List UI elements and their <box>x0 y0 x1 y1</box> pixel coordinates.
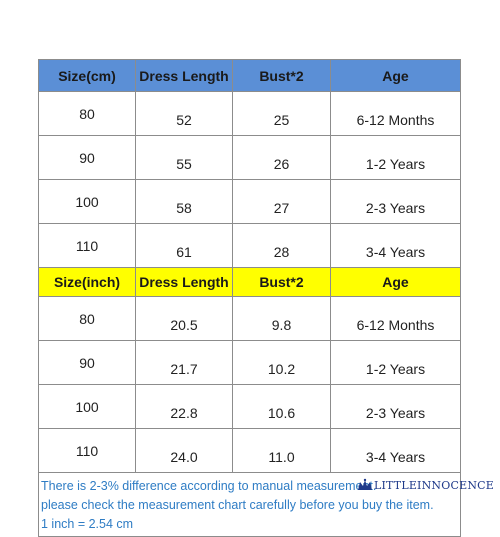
header-size-cm: Size(cm) <box>38 59 136 92</box>
dress-length-cell: 21.7 <box>135 340 233 385</box>
bust-cell: 10.6 <box>232 384 331 429</box>
table-row: 80 52 25 6-12 Months <box>38 91 461 136</box>
dress-length-cell: 58 <box>135 179 233 224</box>
bust-cell: 11.0 <box>232 428 331 473</box>
dress-length-cell: 52 <box>135 91 233 136</box>
dress-length-cell: 24.0 <box>135 428 233 473</box>
note-check-chart: please check the measurement chart caref… <box>41 498 434 512</box>
dress-length-cell: 20.5 <box>135 296 233 341</box>
bust-cell: 10.2 <box>232 340 331 385</box>
bust-cell: 27 <box>232 179 331 224</box>
table-row: 100 22.8 10.6 2-3 Years <box>38 384 461 429</box>
age-cell: 2-3 Years <box>330 179 461 224</box>
table-row: 80 20.5 9.8 6-12 Months <box>38 296 461 341</box>
age-cell: 1-2 Years <box>330 340 461 385</box>
size-chart-table: Size(cm) Dress Length Bust*2 Age 80 52 2… <box>38 59 461 537</box>
header-bust: Bust*2 <box>232 267 331 297</box>
table-row: 110 61 28 3-4 Years <box>38 223 461 268</box>
header-age: Age <box>330 267 461 297</box>
age-cell: 3-4 Years <box>330 428 461 473</box>
note-difference: There is 2-3% difference according to ma… <box>41 479 377 493</box>
size-cell: 90 <box>38 135 136 180</box>
age-cell: 3-4 Years <box>330 223 461 268</box>
age-cell: 2-3 Years <box>330 384 461 429</box>
brand-name: LITTLEINNOCENCE <box>374 478 494 492</box>
header-age: Age <box>330 59 461 92</box>
header-bust: Bust*2 <box>232 59 331 92</box>
cm-header-row: Size(cm) Dress Length Bust*2 Age <box>38 59 461 92</box>
header-dress-length: Dress Length <box>135 59 233 92</box>
table-row: 90 55 26 1-2 Years <box>38 135 461 180</box>
note-conversion: 1 inch = 2.54 cm <box>41 517 134 531</box>
size-cell: 90 <box>38 340 136 385</box>
inch-header-row: Size(inch) Dress Length Bust*2 Age <box>38 267 461 297</box>
size-cell: 100 <box>38 384 136 429</box>
size-cell: 110 <box>38 223 136 268</box>
header-dress-length: Dress Length <box>135 267 233 297</box>
size-cell: 110 <box>38 428 136 473</box>
bust-cell: 9.8 <box>232 296 331 341</box>
dress-length-cell: 22.8 <box>135 384 233 429</box>
table-row: 110 24.0 11.0 3-4 Years <box>38 428 461 473</box>
size-cell: 80 <box>38 91 136 136</box>
age-cell: 1-2 Years <box>330 135 461 180</box>
bust-cell: 28 <box>232 223 331 268</box>
size-cell: 80 <box>38 296 136 341</box>
bust-cell: 26 <box>232 135 331 180</box>
age-cell: 6-12 Months <box>330 296 461 341</box>
table-row: 90 21.7 10.2 1-2 Years <box>38 340 461 385</box>
table-row: 100 58 27 2-3 Years <box>38 179 461 224</box>
age-cell: 6-12 Months <box>330 91 461 136</box>
crown-logo-icon <box>358 478 372 490</box>
dress-length-cell: 61 <box>135 223 233 268</box>
bust-cell: 25 <box>232 91 331 136</box>
size-cell: 100 <box>38 179 136 224</box>
brand-watermark: LITTLEINNOCENCE <box>357 478 494 492</box>
dress-length-cell: 55 <box>135 135 233 180</box>
header-size-inch: Size(inch) <box>38 267 136 297</box>
